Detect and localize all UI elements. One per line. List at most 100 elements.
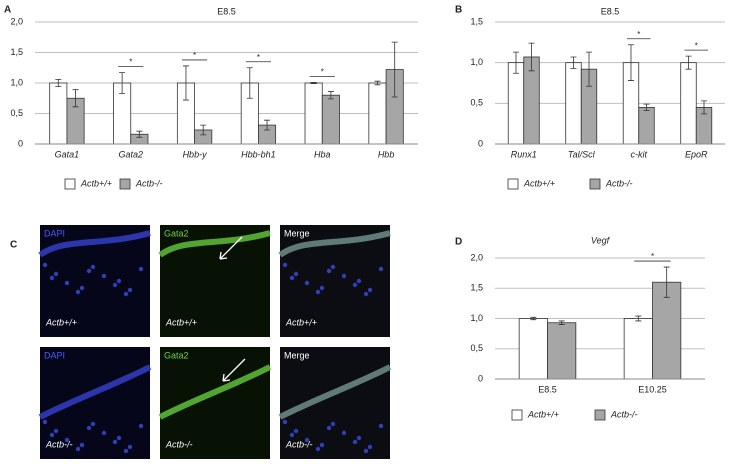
bar	[547, 322, 577, 380]
error-bar	[528, 42, 535, 72]
tissue-layer	[278, 230, 391, 258]
error-bar	[310, 81, 317, 85]
tissue-layer	[158, 364, 272, 420]
nucleus	[315, 289, 321, 295]
y-tick-label: 1,0	[470, 57, 483, 67]
nucleus	[42, 262, 48, 268]
nucleus	[53, 428, 59, 434]
bar	[49, 82, 68, 145]
error-bar	[246, 67, 253, 99]
nucleus	[289, 432, 295, 438]
nucleus	[112, 439, 118, 445]
nucleus	[330, 264, 336, 270]
nucleus	[378, 266, 384, 272]
tissue-layer	[278, 364, 392, 420]
nucleus	[79, 285, 85, 291]
bar	[652, 281, 682, 380]
nucleus	[101, 273, 107, 279]
legend-swatch	[511, 409, 523, 421]
genotype-label: Actb+/+	[45, 317, 77, 327]
nucleus	[86, 268, 92, 274]
nucleus	[101, 430, 107, 436]
nucleus	[75, 446, 81, 452]
channel-label: Merge	[284, 228, 310, 238]
nucleus	[64, 280, 70, 286]
error-bar	[663, 266, 670, 298]
x-tick-label: Hbb-y	[183, 149, 208, 159]
nucleus	[42, 419, 48, 425]
error-bar	[627, 44, 634, 81]
bar	[680, 62, 697, 145]
x-tick-label: Hbb	[378, 149, 395, 159]
nucleus	[341, 273, 347, 279]
nucleus	[90, 264, 96, 270]
nucleus	[289, 275, 295, 281]
tissue-layer	[38, 364, 152, 420]
channel-label: Gata2	[164, 350, 189, 360]
bar	[565, 62, 582, 145]
nucleus	[304, 280, 310, 286]
x-tick-label: Runx1	[511, 149, 537, 159]
significance-star: *	[257, 53, 260, 62]
nucleus	[341, 430, 347, 436]
micrograph	[280, 347, 390, 459]
chart-title: E8.5	[217, 6, 236, 16]
nucleus	[75, 289, 81, 295]
channel-label: DAPI	[44, 350, 65, 360]
y-tick-label: 0	[478, 138, 483, 148]
legend-swatch	[589, 178, 601, 190]
nucleus	[116, 435, 122, 441]
error-bar	[635, 315, 642, 322]
x-tick-label: EpoR	[685, 149, 708, 159]
error-bar	[558, 320, 565, 325]
nucleus	[319, 285, 325, 291]
genotype-label: Actb+/+	[165, 317, 197, 327]
error-bar	[327, 91, 334, 100]
significance-star: *	[129, 58, 132, 67]
x-tick-label: E10.25	[638, 384, 667, 394]
y-tick-label: 1,0	[470, 313, 483, 323]
y-tick-label: 2,0	[470, 252, 483, 262]
y-tick-label: 0	[18, 138, 23, 148]
genotype-label: Actb+/+	[285, 317, 317, 327]
legend-label: Actb-/-	[610, 409, 638, 419]
x-tick-label: E8.5	[538, 384, 557, 394]
nucleus	[53, 271, 59, 277]
legend-label: Actb-/-	[605, 178, 633, 188]
panel-letter: A	[4, 5, 11, 16]
legend-swatch	[64, 178, 76, 190]
bar	[321, 94, 340, 145]
bar	[518, 318, 548, 380]
significance-star: *	[651, 252, 654, 261]
nucleus	[367, 287, 373, 293]
panel-letter: B	[455, 5, 462, 16]
nucleus	[49, 432, 55, 438]
nucleus	[304, 437, 310, 443]
bar	[304, 82, 323, 145]
x-tick-label: Hba	[314, 149, 331, 159]
nucleus	[112, 282, 118, 288]
error-bar	[685, 55, 692, 70]
nucleus	[352, 282, 358, 288]
y-tick-label: 2,0	[10, 16, 23, 26]
nucleus	[86, 425, 92, 431]
legend-label: Actb+/+	[523, 178, 555, 188]
error-bar	[264, 119, 271, 131]
significance-star: *	[695, 41, 698, 50]
error-bar	[512, 51, 519, 74]
bar	[638, 107, 655, 145]
error-bar	[55, 78, 62, 88]
significance-star: *	[321, 67, 324, 76]
nucleus	[123, 448, 129, 454]
nucleus	[326, 425, 332, 431]
channel-label: Gata2	[164, 228, 189, 238]
legend-swatch	[507, 178, 519, 190]
legend-swatch	[594, 409, 606, 421]
x-tick-label: Gata1	[55, 149, 80, 159]
genotype-label: Actb-/-	[165, 439, 193, 449]
nucleus	[127, 444, 133, 450]
legend-label: Actb+/+	[527, 409, 559, 419]
genotype-label: Actb-/-	[45, 439, 73, 449]
y-tick-label: 1,5	[10, 47, 23, 57]
